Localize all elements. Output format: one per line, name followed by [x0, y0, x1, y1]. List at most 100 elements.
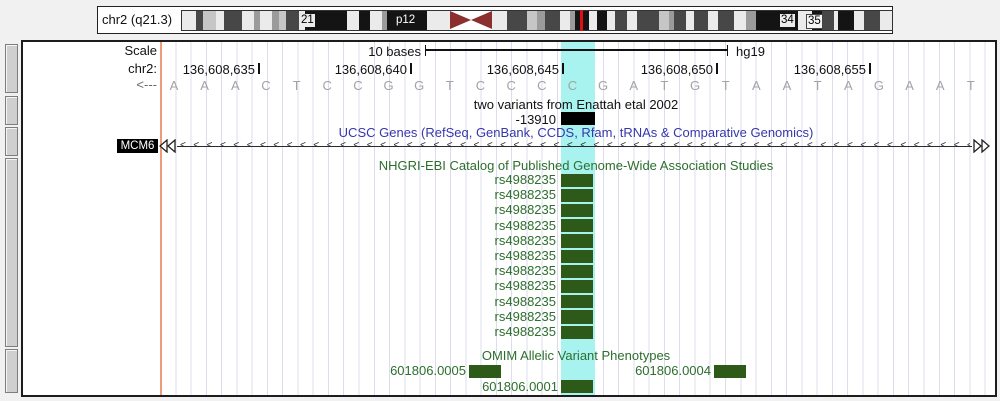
- centromere-left: [450, 11, 471, 29]
- chromosome-band: [359, 11, 370, 30]
- gwas-item-box[interactable]: [561, 280, 593, 294]
- coordinate-label: 136,608,640: [334, 62, 407, 77]
- sequence-base: T: [721, 77, 730, 93]
- sequence-base: C: [537, 77, 547, 93]
- omim-item-label: 601806.0004: [635, 363, 711, 378]
- chromosome-band: [838, 11, 854, 30]
- chromosome-band: [734, 11, 746, 30]
- chromosome-band: [669, 11, 674, 30]
- chromosome-band: [589, 11, 597, 30]
- chromosome-band: [746, 11, 756, 30]
- chromosome-band: [382, 11, 387, 30]
- omim-item-box[interactable]: [561, 380, 593, 394]
- chromosome-band: [674, 11, 686, 30]
- gwas-track-title: NHGRI-EBI Catalog of Published Genome-Wi…: [378, 158, 774, 173]
- chromosome-band: [196, 11, 203, 30]
- omim-item-box[interactable]: [714, 364, 746, 378]
- chromosome-band: [637, 11, 659, 30]
- chromosome-label: chr2 (q21.3): [102, 12, 173, 27]
- track-panel-content: Scale 10 bases hg19 chr2: <--- two varia…: [23, 42, 995, 395]
- sequence-base: T: [292, 77, 301, 93]
- chromosome-band: [545, 11, 560, 30]
- gene-extends-right-icon: [973, 139, 990, 153]
- gwas-item-label: rs4988235: [494, 232, 556, 248]
- chromosome-band: [182, 11, 196, 30]
- chromosome-band: [607, 11, 615, 30]
- sequence-base: C: [322, 77, 332, 93]
- chromosome-band: [203, 11, 216, 30]
- gwas-item-box[interactable]: [561, 325, 593, 339]
- variant-item-box[interactable]: [561, 112, 595, 125]
- track-reorder-handle[interactable]: [5, 349, 18, 393]
- track-reorder-handle[interactable]: [5, 96, 18, 125]
- chromosome-band: [272, 11, 279, 30]
- gwas-item-box[interactable]: [561, 249, 593, 263]
- ideogram-band-label: 34: [780, 14, 795, 27]
- track-reorder-handle[interactable]: [5, 158, 18, 347]
- chromosome-band: [560, 11, 570, 30]
- sequence-base: C: [506, 77, 516, 93]
- chromosome-band: [347, 11, 359, 30]
- gwas-item-label: rs4988235: [494, 187, 556, 203]
- chromosome-band: [305, 11, 347, 30]
- gene-intron-line[interactable]: [177, 145, 972, 148]
- gene-name-label[interactable]: MCM6: [117, 138, 158, 153]
- sequence-base: T: [660, 77, 669, 93]
- variant-item-label: -13910: [515, 111, 556, 127]
- sequence-base: A: [230, 77, 240, 93]
- gwas-item-label: rs4988235: [494, 324, 556, 339]
- track-reorder-handle[interactable]: [5, 127, 18, 156]
- coordinate-label: 136,608,655: [793, 62, 866, 77]
- centromere-right: [471, 11, 492, 29]
- variants-track-title: two variants from Enattah etal 2002: [473, 96, 679, 112]
- omim-track-title: OMIM Allelic Variant Phenotypes: [481, 348, 671, 363]
- sequence-base: T: [445, 77, 454, 93]
- gwas-item-label: rs4988235: [494, 248, 556, 263]
- sequence-base: A: [169, 77, 179, 93]
- scale-row-label: Scale: [124, 43, 157, 58]
- gene-extends-left-icon: [159, 139, 176, 153]
- gwas-item-box[interactable]: [561, 188, 593, 202]
- chromosome-band: [864, 11, 880, 30]
- coordinate-label: 136,608,645: [486, 62, 559, 77]
- gwas-item-label: rs4988235: [494, 172, 556, 187]
- sequence-base: G: [383, 77, 394, 93]
- sequence-base: G: [689, 77, 701, 93]
- chromosome-band: [880, 11, 892, 30]
- coordinate-tick: [716, 63, 718, 74]
- chromosome-band: [399, 11, 427, 30]
- gwas-item-box[interactable]: [561, 204, 593, 218]
- chromosome-band: [286, 11, 299, 30]
- ideogram-band-label: 35: [806, 14, 823, 29]
- gwas-item-box[interactable]: [561, 310, 593, 324]
- omim-item-box[interactable]: [469, 364, 501, 378]
- chromosome-band: [686, 11, 694, 30]
- gwas-item-box[interactable]: [561, 295, 593, 309]
- chromosome-band: [627, 11, 637, 30]
- ideogram-band-label: 21: [300, 14, 315, 27]
- sequence-base: A: [843, 77, 853, 93]
- sequence-base: G: [598, 77, 609, 93]
- gwas-item-box[interactable]: [561, 173, 593, 187]
- gwas-item-box[interactable]: [561, 219, 593, 233]
- sequence-base: T: [813, 77, 822, 93]
- chromosome-band: [527, 11, 537, 30]
- sequence-base: T: [966, 77, 975, 93]
- track-reorder-handle[interactable]: [5, 44, 18, 93]
- gwas-item-label: rs4988235: [494, 293, 556, 309]
- gwas-item-box[interactable]: [561, 234, 593, 248]
- chromosome-ideogram[interactable]: chr2 (q21.3) 21 p12 34 35: [97, 6, 893, 34]
- chromosome-band: [260, 11, 272, 30]
- chromosome-band: [756, 11, 768, 30]
- ideogram-bar[interactable]: 21 p12 34 35: [181, 10, 893, 31]
- coordinate-tick: [410, 63, 412, 74]
- sequence-base: C: [567, 77, 578, 93]
- gwas-item-box[interactable]: [561, 264, 593, 278]
- sequence-base: A: [905, 77, 914, 93]
- chromosome-band: [254, 11, 260, 30]
- coordinate-tick: [258, 63, 260, 74]
- sequence-base: C: [261, 77, 271, 93]
- chromosome-band: [718, 11, 734, 30]
- chromosome-band: [279, 11, 286, 30]
